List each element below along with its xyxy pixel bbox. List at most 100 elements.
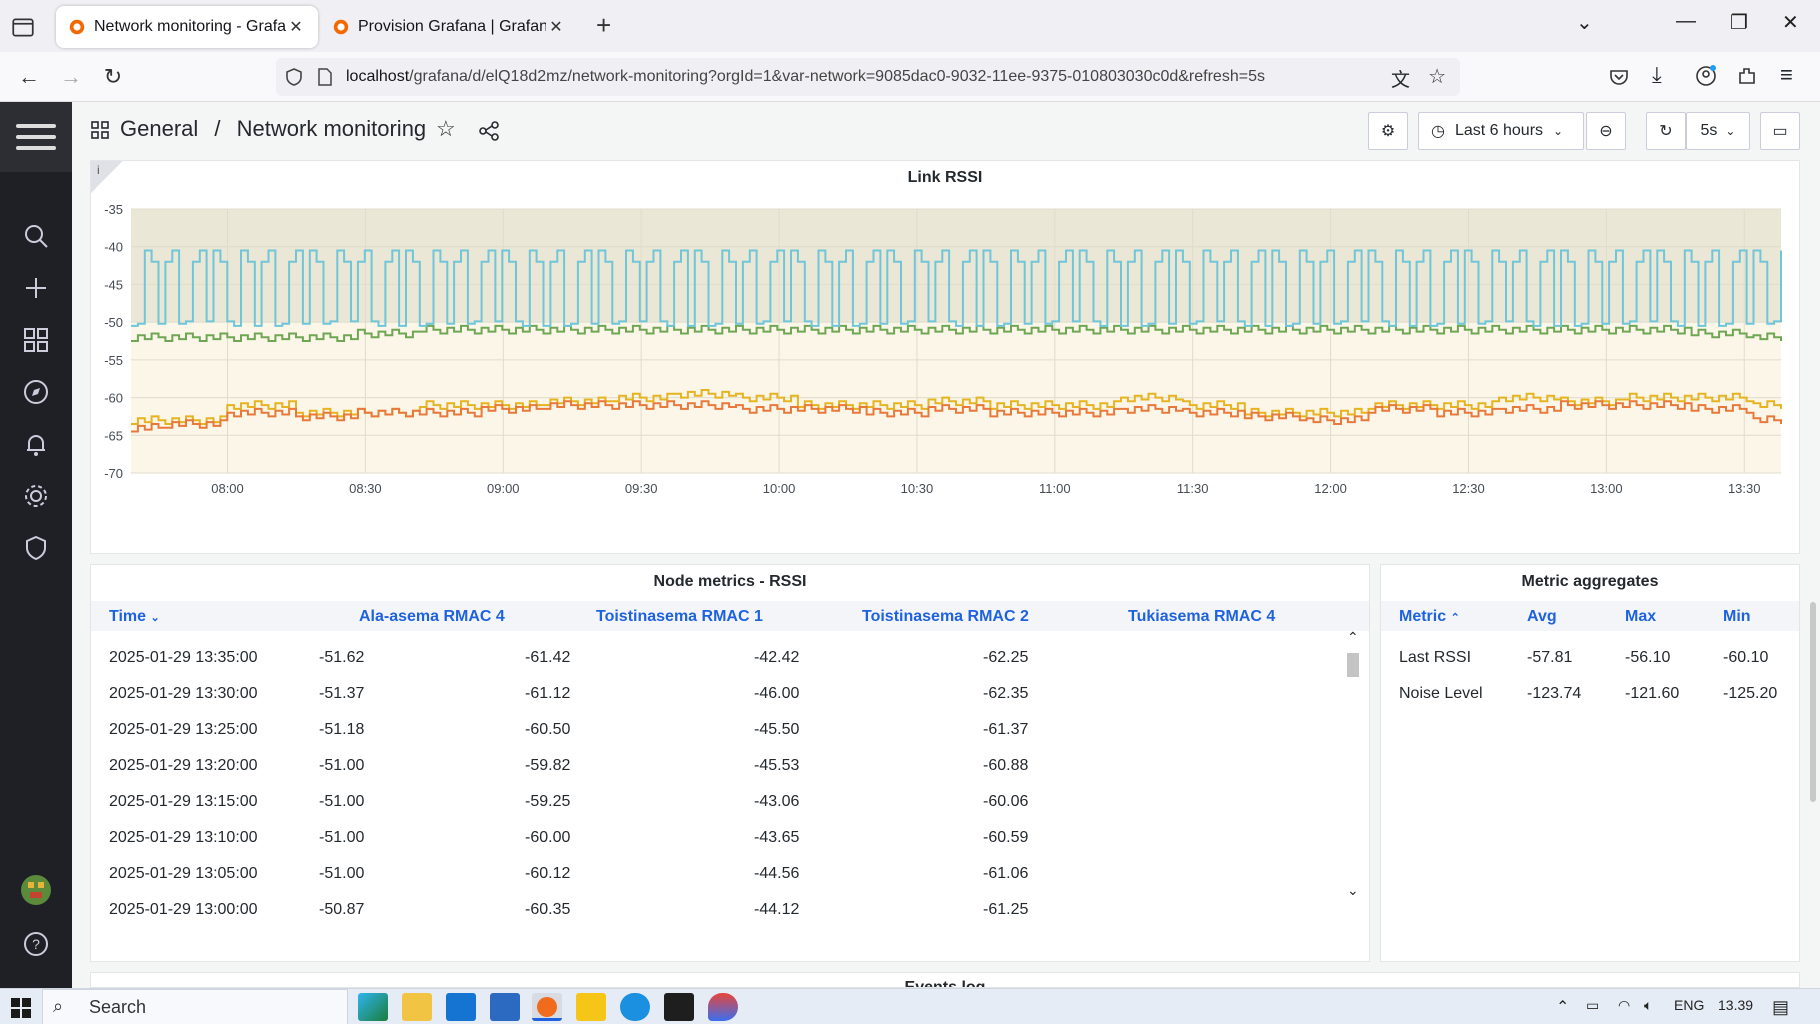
close-tab-icon[interactable]: ✕ [549,19,563,36]
column-header-time[interactable]: Time ⌄ [109,608,160,625]
restore-icon[interactable]: ❐ [1730,12,1748,34]
table-scrollbar[interactable]: ⌃ ⌄ [1345,629,1361,898]
volume-icon[interactable]: 🔈︎ [1644,997,1653,1013]
zoom-out-button[interactable]: ⊖ [1586,112,1626,150]
close-window-icon[interactable]: ✕ [1782,12,1799,34]
panel-info-corner[interactable]: i [91,161,123,193]
events-log-panel: Events log [90,972,1800,988]
notifications-icon[interactable]: ▤ [1772,997,1790,1017]
shield-tracking-icon[interactable] [284,67,304,87]
reload-icon[interactable]: ↻ [103,64,123,89]
downloads-icon[interactable]: ⤓ [1652,62,1662,87]
new-tab-button[interactable]: + [596,10,612,40]
windows-start-icon[interactable] [10,997,32,1019]
sticky-notes-icon[interactable] [576,993,606,1021]
app-menu-icon[interactable]: ≡ [1780,62,1793,87]
help-icon[interactable]: ? [22,930,50,958]
column-header[interactable]: Toistinasema RMAC 2 [862,608,1029,625]
table-cell: -125.20 [1723,685,1778,702]
extensions-icon[interactable] [1736,65,1758,87]
plus-icon[interactable] [22,274,50,302]
bookmark-star-icon[interactable]: ☆ [1428,66,1446,88]
table-cell: -61.12 [525,685,571,702]
taskbar-search-box[interactable]: ⌕ Search [42,989,348,1024]
user-avatar[interactable] [20,874,52,906]
outlook-icon[interactable] [446,993,476,1021]
tab-network-monitoring[interactable]: Network monitoring - Grafana ✕ [56,6,318,48]
tab-provision-grafana[interactable]: Provision Grafana | Grafana doc ✕ [320,6,578,48]
terminal-icon[interactable] [664,993,694,1021]
column-header-metric[interactable]: Metric ⌃ [1399,608,1460,625]
firefox-icon[interactable] [532,993,562,1021]
table-cell: -121.60 [1625,685,1680,702]
column-header[interactable]: Avg [1527,608,1557,625]
edge-icon[interactable] [358,993,388,1021]
table-cell: -50.87 [319,901,365,918]
rssi-line-chart[interactable]: -35 -40 -45 -50 -55 -60 -65 -70 08:00 08:30 09:00 0… [91,161,1801,555]
language-indicator[interactable]: ENG [1674,997,1705,1013]
refresh-interval-picker[interactable]: 5s ⌄ [1686,112,1750,150]
refresh-button[interactable]: ↻ [1646,112,1686,150]
translate-icon[interactable]: 文 [1390,70,1410,91]
table-row[interactable]: Noise Level -123.74 -121.60 -125.20 [1381,677,1791,713]
search-icon[interactable] [22,222,50,250]
menu-toggle-icon[interactable] [0,102,72,172]
breadcrumb-folder[interactable]: General [120,116,199,141]
pocket-icon[interactable] [1608,66,1630,88]
table-row[interactable]: 2025-01-29 13:35:00 -51.62 -61.42 -42.42 -62… [91,641,1331,677]
column-header[interactable]: Ala-asema RMAC 4 [359,608,505,625]
battery-icon[interactable]: ▭ [1586,997,1600,1013]
shield-icon[interactable] [22,534,50,562]
table-row[interactable]: 2025-01-29 13:10:00 -51.00 -60.00 -43.65 -60… [91,821,1331,857]
x-tick-label: 08:30 [349,481,382,496]
column-header[interactable]: Toistinasema RMAC 1 [596,608,763,625]
tv-mode-button[interactable]: ▭ [1760,112,1800,150]
table-row[interactable]: 2025-01-29 13:30:00 -51.37 -61.12 -46.00 -62… [91,677,1331,713]
table-row[interactable]: 2025-01-29 13:25:00 -51.18 -60.50 -45.50 -61… [91,713,1331,749]
table-row[interactable]: 2025-01-29 13:05:00 -51.00 -60.12 -44.56 -61… [91,857,1331,893]
page-info-icon[interactable] [316,67,334,87]
column-header[interactable]: Max [1625,608,1657,625]
table-cell: -60.88 [983,757,1029,774]
column-header[interactable]: Tukiasema RMAC 4 [1128,608,1276,625]
docker-icon[interactable] [620,993,650,1021]
clock[interactable]: 13.39 [1718,997,1754,1013]
alerting-bell-icon[interactable] [22,430,50,458]
file-explorer-icon[interactable] [402,993,432,1021]
dashboards-icon[interactable] [22,326,50,354]
y-tick-label: -40 [104,240,123,255]
tab-overflow-chevron-icon[interactable]: ⌄ [1576,12,1593,34]
favorite-star-icon[interactable]: ☆ [436,116,456,141]
time-range-picker[interactable]: ◷ Last 6 hours ⌄ [1418,112,1584,150]
forward-arrow-icon[interactable]: → [60,64,82,89]
account-icon[interactable] [1694,64,1718,88]
page-title[interactable]: Network monitoring [236,116,427,141]
app-icon[interactable] [490,993,520,1021]
x-tick-label: 09:00 [487,481,520,496]
table-row[interactable]: 2025-01-29 13:00:00 -50.87 -60.35 -44.12 -61… [91,893,1331,929]
page-scrollbar[interactable] [1810,602,1816,802]
explore-compass-icon[interactable] [22,378,50,406]
column-header[interactable]: Min [1723,608,1751,625]
share-icon[interactable] [478,120,500,142]
wifi-icon[interactable]: ◠ [1618,997,1631,1013]
table-cell: Noise Level [1399,685,1483,702]
table-row[interactable]: 2025-01-29 13:20:00 -51.00 -59.82 -45.53 -60… [91,749,1331,785]
close-tab-icon[interactable]: ✕ [289,19,303,36]
breadcrumb: General / Network monitoring [120,116,426,142]
dashboard-settings-button[interactable]: ⚙ [1368,112,1408,150]
metric-aggregates-panel: Metric aggregates Metric ⌃ Avg Max Min L… [1380,564,1800,962]
settings-gear-icon[interactable] [22,482,50,510]
scroll-down-icon[interactable]: ⌄ [1347,882,1359,898]
tray-overflow-chevron-icon[interactable]: ⌃ [1556,999,1570,1016]
app-icon[interactable] [708,993,738,1021]
tab-list-icon[interactable] [10,14,36,40]
table-row[interactable]: Last RSSI -57.81 -56.10 -60.10 [1381,641,1791,677]
url-bar[interactable]: localhost/grafana/d/elQ18d2mz/network-mo… [276,58,1460,96]
grafana-favicon-icon [333,19,349,35]
minimize-icon[interactable]: — [1676,10,1696,32]
back-arrow-icon[interactable]: ← [18,64,40,89]
scrollbar-thumb[interactable] [1347,653,1359,677]
scroll-up-icon[interactable]: ⌃ [1347,629,1359,645]
table-row[interactable]: 2025-01-29 13:15:00 -51.00 -59.25 -43.06 -60… [91,785,1331,821]
